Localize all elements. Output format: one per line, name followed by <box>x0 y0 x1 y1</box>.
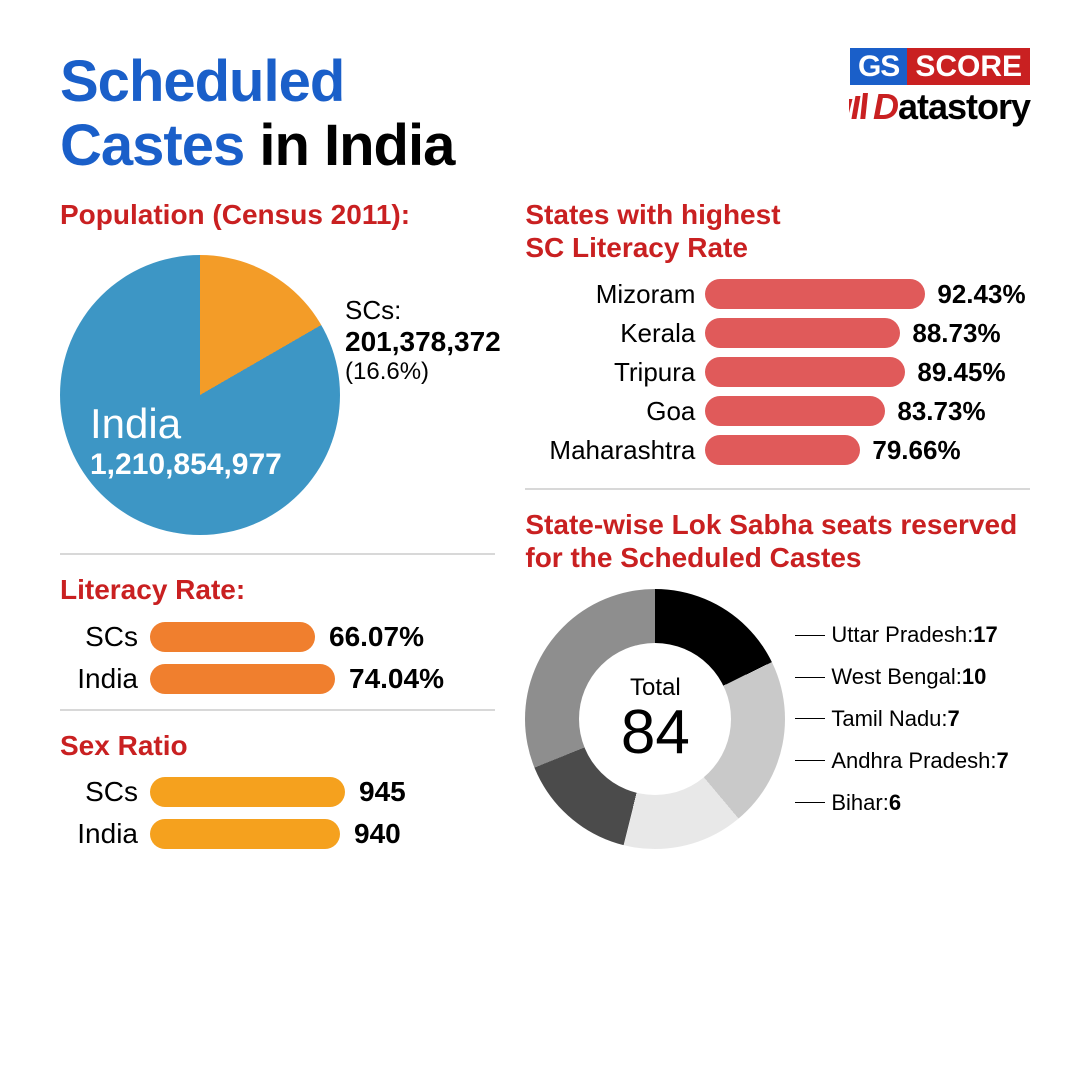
pie-india-value: 1,210,854,977 <box>90 448 282 482</box>
content-grid: Population (Census 2011): India 1,210,85… <box>60 198 1030 861</box>
bar-fill <box>150 777 345 807</box>
seat-count: 10 <box>962 656 986 698</box>
left-column: Population (Census 2011): India 1,210,85… <box>60 198 495 861</box>
leader-line <box>795 677 825 678</box>
bar-value: 940 <box>340 818 401 850</box>
states-literacy-heading: States with highest SC Literacy Rate <box>525 198 1030 265</box>
pages-icon <box>849 88 875 130</box>
pie-sc-pct: (16.6%) <box>345 358 501 386</box>
divider <box>60 553 495 555</box>
state-label: Tripura <box>525 357 705 388</box>
bar-value: 66.07% <box>315 621 424 653</box>
bar-row: India 940 <box>60 818 495 850</box>
bar-value: 74.04% <box>335 663 444 695</box>
seat-state: Andhra Pradesh: <box>831 740 996 782</box>
title-word-2: Castes <box>60 113 244 178</box>
state-bar-fill <box>705 279 925 309</box>
state-bar-fill <box>705 396 885 426</box>
right-column: States with highest SC Literacy Rate Miz… <box>525 198 1030 861</box>
loksabha-chart: Total 84 Uttar Pradesh: 17West Bengal: 1… <box>525 589 1030 849</box>
bar-label: India <box>60 818 150 850</box>
header: Scheduled Castes in India GSSCORE Datast… <box>60 50 1030 178</box>
logo-gs-badge: GS <box>850 48 907 85</box>
seat-state: Uttar Pradesh: <box>831 614 973 656</box>
state-bar-fill <box>705 357 905 387</box>
bar-row: India 74.04% <box>60 663 495 695</box>
state-value: 83.73% <box>885 396 985 427</box>
title-word-1: Scheduled <box>60 49 344 114</box>
leader-line <box>795 760 825 761</box>
state-value: 92.43% <box>925 279 1025 310</box>
states-literacy-bars: Mizoram 92.43% Kerala 88.73% Tripura 89.45% Go… <box>525 279 1030 466</box>
bar-row: SCs 66.07% <box>60 621 495 653</box>
population-pie-chart: India 1,210,854,977 SCs: 201,378,372 (16… <box>60 245 495 535</box>
logo-brand-rest: atastory <box>898 86 1030 127</box>
literacy-bars: SCs 66.07% India 74.04% <box>60 621 495 695</box>
state-bar-row: Kerala 88.73% <box>525 318 1030 349</box>
state-bar-row: Tripura 89.45% <box>525 357 1030 388</box>
pie-india-name: India <box>90 400 282 448</box>
pie-sc-name: SCs: <box>345 295 501 326</box>
leader-line <box>795 635 825 636</box>
seat-count: 7 <box>948 698 960 740</box>
logo-top: GSSCORE <box>850 50 1030 84</box>
seat-count: 6 <box>889 782 901 824</box>
bar-label: India <box>60 663 150 695</box>
pie-india-label: India 1,210,854,977 <box>90 400 282 482</box>
state-bar-row: Mizoram 92.43% <box>525 279 1030 310</box>
logo-brand: Datastory <box>849 86 1030 130</box>
state-label: Maharashtra <box>525 435 705 466</box>
state-label: Mizoram <box>525 279 705 310</box>
seat-line: Bihar: 6 <box>795 782 1008 824</box>
seat-line: Tamil Nadu: 7 <box>795 698 1008 740</box>
pie-sc-value: 201,378,372 <box>345 326 501 358</box>
donut-center: Total 84 <box>621 674 690 764</box>
state-bar-row: Maharashtra 79.66% <box>525 435 1030 466</box>
bar-label: SCs <box>60 621 150 653</box>
bar-row: SCs 945 <box>60 776 495 808</box>
brand-logo: GSSCORE Datastory <box>849 50 1030 130</box>
pie-sc-label: SCs: 201,378,372 (16.6%) <box>345 295 501 386</box>
state-bar-fill <box>705 435 860 465</box>
bar-value: 945 <box>345 776 406 808</box>
bar-fill <box>150 664 335 694</box>
logo-score-badge: SCORE <box>907 48 1030 85</box>
divider <box>525 488 1030 490</box>
seat-line: West Bengal: 10 <box>795 656 1008 698</box>
leader-line <box>795 718 825 719</box>
seat-count: 7 <box>996 740 1008 782</box>
seat-state: Bihar: <box>831 782 888 824</box>
population-heading: Population (Census 2011): <box>60 198 495 232</box>
state-value: 88.73% <box>900 318 1000 349</box>
sexratio-heading: Sex Ratio <box>60 729 495 763</box>
seat-state: West Bengal: <box>831 656 961 698</box>
sexratio-bars: SCs 945 India 940 <box>60 776 495 850</box>
divider <box>60 709 495 711</box>
loksabha-heading: State-wise Lok Sabha seats reserved for … <box>525 508 1030 575</box>
seat-count: 17 <box>973 614 997 656</box>
state-label: Goa <box>525 396 705 427</box>
leader-line <box>795 802 825 803</box>
literacy-heading: Literacy Rate: <box>60 573 495 607</box>
bar-fill <box>150 622 315 652</box>
state-bar-row: Goa 83.73% <box>525 396 1030 427</box>
state-bar-fill <box>705 318 900 348</box>
pie-slice <box>60 255 340 535</box>
donut-total-value: 84 <box>621 702 690 764</box>
seat-line: Andhra Pradesh: 7 <box>795 740 1008 782</box>
title-word-3: in India <box>244 113 454 178</box>
state-value: 79.66% <box>860 435 960 466</box>
page-title: Scheduled Castes in India <box>60 50 454 178</box>
state-value: 89.45% <box>905 357 1005 388</box>
state-label: Kerala <box>525 318 705 349</box>
seat-line: Uttar Pradesh: 17 <box>795 614 1008 656</box>
donut-chart: Total 84 <box>525 589 785 849</box>
bar-fill <box>150 819 340 849</box>
seat-state: Tamil Nadu: <box>831 698 947 740</box>
bar-label: SCs <box>60 776 150 808</box>
seat-list: Uttar Pradesh: 17West Bengal: 10Tamil Na… <box>795 614 1008 823</box>
